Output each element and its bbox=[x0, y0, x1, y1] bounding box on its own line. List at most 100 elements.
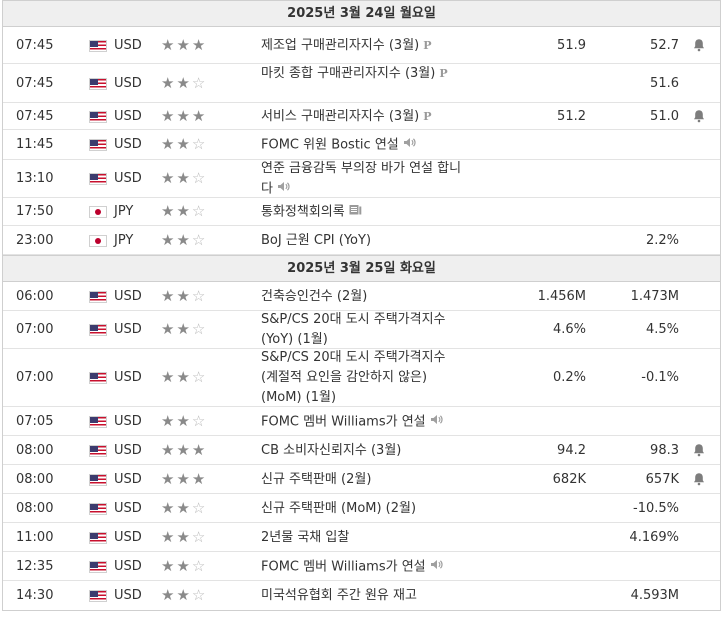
event-name[interactable]: FOMC 멤버 Williams가 연설 bbox=[261, 412, 466, 433]
event-row[interactable]: 08:00 USD ★★★ CB 소비자신뢰지수 (3월) 94.2 98.3 bbox=[3, 436, 720, 465]
event-row[interactable]: 08:00 USD ★★★ 신규 주택판매 (2월) 682K 657K bbox=[3, 465, 720, 494]
event-title[interactable]: 2년물 국채 입찰 bbox=[261, 529, 350, 545]
star-filled-icon: ★ bbox=[176, 202, 192, 220]
event-row[interactable]: 07:05 USD ★★☆ FOMC 멤버 Williams가 연설 bbox=[3, 407, 720, 436]
event-row[interactable]: 07:00 USD ★★☆ S&P/CS 20대 도시 주택가격지수 (계절적 요인을… bbox=[3, 349, 720, 407]
event-name[interactable]: FOMC 위원 Bostic 연설 bbox=[261, 135, 466, 156]
event-title[interactable]: FOMC 위원 Bostic 연설 bbox=[261, 137, 399, 153]
event-name[interactable]: FOMC 멤버 Williams가 연설 bbox=[261, 557, 466, 578]
event-time: 11:00 bbox=[16, 529, 54, 545]
event-title[interactable]: BoJ 근원 CPI (YoY) bbox=[261, 232, 372, 248]
event-time: 17:50 bbox=[16, 204, 54, 219]
actual-value: 682K bbox=[552, 471, 586, 487]
bell-icon[interactable] bbox=[693, 38, 707, 54]
event-row[interactable]: 07:45 USD ★★★ 서비스 구매관리자지수 (3월) P 51.2 51.0 bbox=[3, 103, 720, 130]
event-title[interactable]: 마킷 종합 구매관리자지수 (3월) bbox=[261, 65, 436, 81]
importance-stars: ★★☆ bbox=[161, 412, 207, 430]
event-name[interactable]: 통화정책회의록 bbox=[261, 202, 466, 223]
event-row[interactable]: 23:00 JPY ★★☆ BoJ 근원 CPI (YoY) 2.2% bbox=[3, 226, 720, 255]
star-filled-icon: ★ bbox=[176, 106, 192, 125]
event-row[interactable]: 06:00 USD ★★☆ 건축승인건수 (2월) 1.456M 1.473M bbox=[3, 282, 720, 311]
star-filled-icon: ★ bbox=[161, 527, 177, 546]
importance-stars: ★★☆ bbox=[161, 528, 207, 546]
event-name[interactable]: BoJ 근원 CPI (YoY) bbox=[261, 231, 466, 251]
event-name[interactable]: 서비스 구매관리자지수 (3월) P bbox=[261, 107, 466, 127]
event-row[interactable]: 07:00 USD ★★☆ S&P/CS 20대 도시 주택가격지수 (YoY) (1… bbox=[3, 311, 720, 349]
event-time: 07:00 bbox=[16, 322, 54, 337]
preliminary-icon: P bbox=[439, 66, 448, 80]
star-empty-icon: ☆ bbox=[191, 368, 208, 386]
star-empty-icon: ☆ bbox=[191, 169, 208, 187]
event-time: 23:00 bbox=[16, 232, 54, 248]
star-filled-icon: ★ bbox=[176, 440, 192, 459]
forecast-value: 52.7 bbox=[650, 37, 679, 53]
event-row[interactable]: 17:50 JPY ★★☆ 통화정책회의록 bbox=[3, 198, 720, 226]
event-name[interactable]: 신규 주택판매 (MoM) (2월) bbox=[261, 499, 466, 519]
event-time: 07:00 bbox=[16, 370, 54, 385]
economic-calendar: 2025년 3월 24일 월요일 07:45 USD ★★★ 제조업 구매관리자지수 (… bbox=[2, 0, 721, 611]
japan-flag-icon bbox=[89, 206, 107, 218]
event-name[interactable]: 신규 주택판매 (2월) bbox=[261, 470, 466, 490]
star-filled-icon: ★ bbox=[191, 106, 208, 125]
forecast-value: 657K bbox=[645, 471, 679, 487]
bell-icon[interactable] bbox=[693, 443, 707, 459]
star-filled-icon: ★ bbox=[161, 411, 177, 430]
document-icon bbox=[349, 202, 362, 222]
us-flag-icon bbox=[89, 110, 107, 123]
event-title[interactable]: CB 소비자신뢰지수 (3월) bbox=[261, 442, 402, 458]
event-row[interactable]: 14:30 USD ★★☆ 미국석유협회 주간 원유 재고 4.593M bbox=[3, 581, 720, 610]
event-title[interactable]: 서비스 구매관리자지수 (3월) bbox=[261, 108, 420, 124]
importance-stars: ★★☆ bbox=[161, 169, 207, 187]
importance-stars: ★★★ bbox=[161, 36, 207, 54]
bell-icon[interactable] bbox=[693, 109, 707, 125]
event-title[interactable]: 제조업 구매관리자지수 (3월) bbox=[261, 37, 420, 53]
event-title[interactable]: 신규 주택판매 (2월) bbox=[261, 471, 372, 487]
star-empty-icon: ☆ bbox=[191, 527, 208, 546]
star-filled-icon: ★ bbox=[161, 202, 177, 220]
forecast-value: 98.3 bbox=[650, 442, 679, 458]
star-filled-icon: ★ bbox=[161, 585, 177, 604]
event-name[interactable]: CB 소비자신뢰지수 (3월) bbox=[261, 441, 466, 461]
event-row[interactable]: 11:00 USD ★★☆ 2년물 국채 입찰 4.169% bbox=[3, 523, 720, 552]
event-name[interactable]: 건축승인건수 (2월) bbox=[261, 287, 466, 307]
star-filled-icon: ★ bbox=[161, 73, 177, 92]
event-title[interactable]: FOMC 멤버 Williams가 연설 bbox=[261, 559, 426, 574]
event-title[interactable]: S&P/CS 20대 도시 주택가격지수 (YoY) (1월) bbox=[261, 312, 446, 347]
event-title[interactable]: 연준 금융감독 부의장 바가 연설 합니다 bbox=[261, 161, 462, 197]
event-time: 08:00 bbox=[16, 442, 54, 458]
event-name[interactable]: 마킷 종합 구매관리자지수 (3월) P bbox=[261, 64, 466, 84]
event-row[interactable]: 07:45 USD ★★☆ 마킷 종합 구매관리자지수 (3월) P 51.6 bbox=[3, 64, 720, 103]
event-name[interactable]: 미국석유협회 주간 원유 재고 bbox=[261, 586, 466, 606]
event-title[interactable]: 신규 주택판매 (MoM) (2월) bbox=[261, 500, 417, 516]
event-title[interactable]: 미국석유협회 주간 원유 재고 bbox=[261, 587, 417, 603]
event-title[interactable]: S&P/CS 20대 도시 주택가격지수 (계절적 요인을 감안하지 않은) (… bbox=[261, 350, 446, 405]
event-time: 07:45 bbox=[16, 37, 54, 53]
event-time: 07:45 bbox=[16, 108, 54, 124]
star-filled-icon: ★ bbox=[176, 585, 192, 604]
event-name[interactable]: S&P/CS 20대 도시 주택가격지수 (계절적 요인을 감안하지 않은) (… bbox=[261, 348, 466, 408]
star-filled-icon: ★ bbox=[161, 469, 177, 488]
event-title[interactable]: 통화정책회의록 bbox=[261, 204, 345, 220]
event-name[interactable]: 연준 금융감독 부의장 바가 연설 합니다 bbox=[261, 159, 466, 200]
star-empty-icon: ☆ bbox=[191, 230, 208, 249]
event-name[interactable]: S&P/CS 20대 도시 주택가격지수 (YoY) (1월) bbox=[261, 310, 466, 350]
event-row[interactable]: 13:10 USD ★★☆ 연준 금융감독 부의장 바가 연설 합니다 bbox=[3, 160, 720, 198]
star-empty-icon: ☆ bbox=[191, 498, 208, 517]
event-row[interactable]: 08:00 USD ★★☆ 신규 주택판매 (MoM) (2월) -10.5% bbox=[3, 494, 720, 523]
importance-stars: ★★★ bbox=[161, 107, 207, 125]
event-name[interactable]: 2년물 국채 입찰 bbox=[261, 528, 466, 548]
us-flag-icon bbox=[89, 139, 107, 151]
us-flag-icon bbox=[89, 173, 107, 185]
event-row[interactable]: 11:45 USD ★★☆ FOMC 위원 Bostic 연설 bbox=[3, 130, 720, 160]
us-flag-icon bbox=[89, 531, 107, 544]
event-row[interactable]: 12:35 USD ★★☆ FOMC 멤버 Williams가 연설 bbox=[3, 552, 720, 581]
bell-icon[interactable] bbox=[693, 472, 707, 488]
currency-code: USD bbox=[114, 108, 142, 124]
event-row[interactable]: 07:45 USD ★★★ 제조업 구매관리자지수 (3월) P 51.9 52.7 bbox=[3, 27, 720, 64]
event-time: 08:00 bbox=[16, 471, 54, 487]
event-title[interactable]: FOMC 멤버 Williams가 연설 bbox=[261, 414, 426, 429]
event-title[interactable]: 건축승인건수 (2월) bbox=[261, 288, 368, 304]
importance-stars: ★★☆ bbox=[161, 557, 207, 575]
event-name[interactable]: 제조업 구매관리자지수 (3월) P bbox=[261, 36, 466, 56]
forecast-value: 1.473M bbox=[630, 288, 679, 304]
